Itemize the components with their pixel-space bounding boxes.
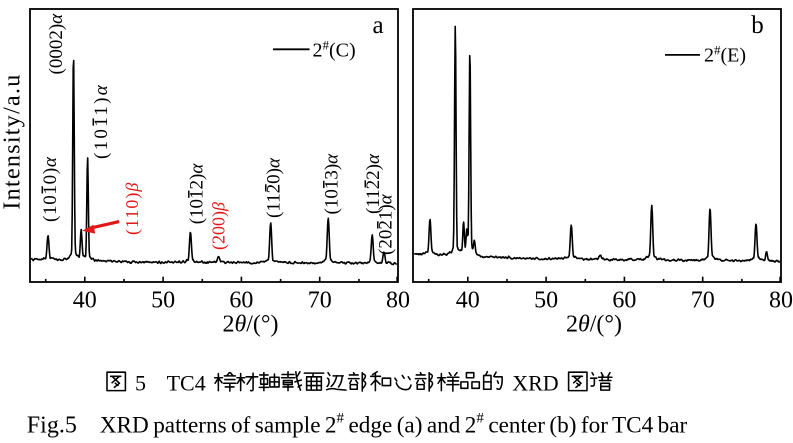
svg-text:2#(C): 2#(C) [313, 38, 356, 62]
svg-text:(2021)α: (2021)α [376, 193, 397, 255]
svg-text:60: 60 [229, 288, 253, 314]
svg-text:50: 50 [151, 288, 175, 314]
svg-text:2θ/(°): 2θ/(°) [566, 312, 622, 338]
svg-text:50: 50 [534, 288, 558, 314]
svg-text:5: 5 [135, 371, 146, 396]
svg-text:(1010)α: (1010)α [40, 156, 61, 222]
svg-text:Intensity/a.u: Intensity/a.u [0, 73, 26, 209]
svg-text:Fig.5: Fig.5 [27, 412, 77, 438]
svg-text:(200)β: (200)β [209, 202, 230, 250]
svg-text:60: 60 [612, 288, 636, 314]
svg-text:(110)β: (110)β [122, 182, 143, 235]
svg-text:a: a [372, 12, 383, 39]
svg-text:(1013)α: (1013)α [322, 153, 343, 215]
svg-text:XRD patterns of sample 2# edge: XRD patterns of sample 2# edge (a) and 2… [100, 410, 688, 438]
svg-text:2θ/(°): 2θ/(°) [222, 312, 278, 338]
svg-text:b: b [751, 12, 764, 39]
svg-text:40: 40 [456, 288, 480, 314]
svg-text:(1122)α: (1122)α [363, 153, 384, 214]
svg-text:XRD: XRD [512, 371, 558, 396]
svg-text:70: 70 [308, 288, 332, 314]
svg-text:(0002)α: (0002)α [46, 13, 67, 75]
svg-text:40: 40 [73, 288, 97, 314]
svg-text:(1120)α: (1120)α [264, 157, 285, 218]
svg-text:(1012)α: (1012)α [187, 163, 208, 225]
svg-text:(1011)α: (1011)α [91, 83, 112, 159]
svg-text:2#(E): 2#(E) [704, 43, 746, 67]
svg-text:80: 80 [386, 288, 410, 314]
svg-text:80: 80 [769, 288, 793, 314]
svg-text:TC4: TC4 [167, 371, 206, 396]
svg-text:70: 70 [691, 288, 715, 314]
